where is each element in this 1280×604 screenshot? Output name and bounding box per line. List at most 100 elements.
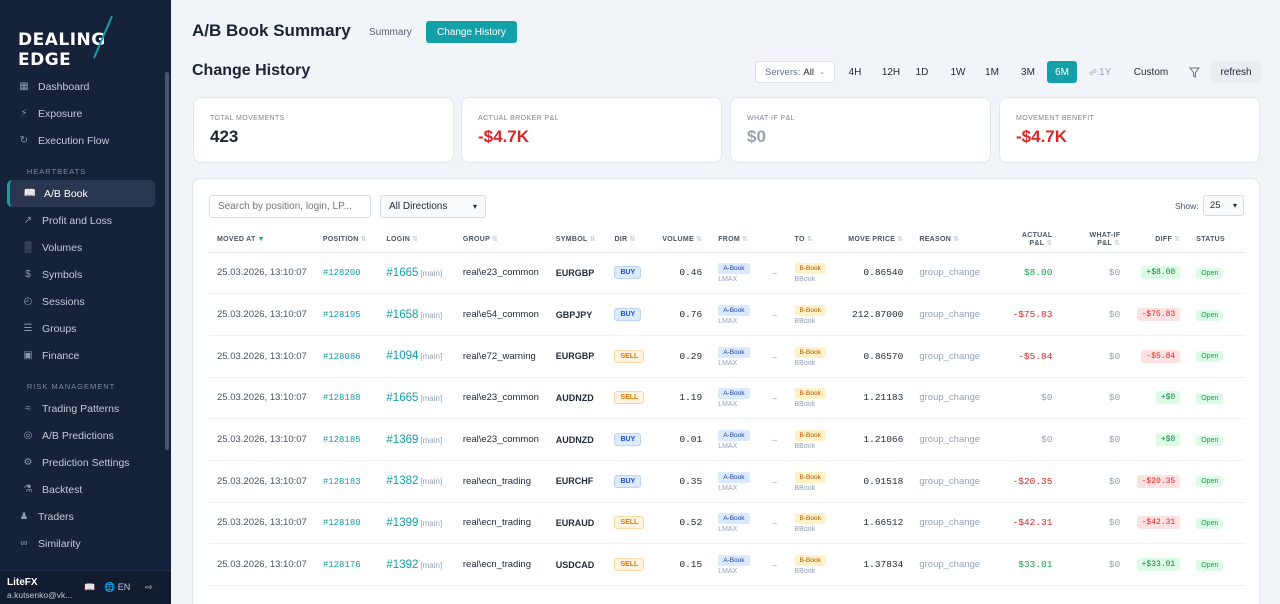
- column-header-position[interactable]: POSITION ⇅: [314, 227, 379, 253]
- column-header-login[interactable]: LOGIN ⇅: [378, 227, 455, 253]
- language-switch[interactable]: 🌐 EN: [104, 582, 130, 593]
- sidebar-item-trading-patterns[interactable]: ≈ Trading Patterns: [0, 395, 165, 422]
- table-row[interactable]: 25.03.2026, 13:10:07 #128176 #1392 [main] re…: [209, 543, 1245, 586]
- sidebar-item-groups[interactable]: ☰ Groups: [0, 315, 165, 342]
- column-header-to[interactable]: TO ⇅: [786, 227, 840, 253]
- range-4h[interactable]: 4H: [842, 61, 868, 83]
- range-12h[interactable]: 12H: [877, 61, 905, 83]
- direction-select[interactable]: All Directions ▾: [380, 195, 486, 218]
- range-label: 1W: [950, 66, 966, 78]
- reason-cell: group_change: [911, 335, 991, 378]
- page-size-select[interactable]: 25 ▾: [1203, 195, 1244, 216]
- filter-icon[interactable]: [1187, 61, 1201, 83]
- search-input[interactable]: [209, 195, 371, 218]
- table-row[interactable]: 25.03.2026, 13:10:07 #128086 #1094 [main] re…: [209, 335, 1245, 378]
- column-header-status[interactable]: STATUS: [1188, 227, 1245, 253]
- position-link[interactable]: #128195: [322, 310, 361, 321]
- sidebar-item-label: Dashboard: [38, 80, 90, 93]
- sidebar-item-similarity[interactable]: ∞ Similarity: [0, 530, 165, 557]
- column-header-symbol[interactable]: SYMBOL ⇅: [547, 227, 607, 253]
- sidebar-section-label[interactable]: ⌄ RISK MANAGEMENT: [0, 377, 165, 395]
- login-link[interactable]: #1382: [386, 475, 419, 488]
- range-1w[interactable]: 1W: [945, 61, 971, 83]
- login-link[interactable]: #1665: [386, 266, 419, 279]
- login-link[interactable]: #1369: [386, 433, 419, 446]
- login-link[interactable]: #1094: [386, 350, 419, 363]
- whatif-pnl-cell: $0: [1060, 543, 1129, 586]
- range-1y[interactable]: ☍ 1Y: [1086, 61, 1114, 83]
- diff-cell: +$33.01: [1128, 543, 1189, 586]
- range-1m[interactable]: 1M: [981, 61, 1003, 83]
- sort-icon: ⇅: [953, 236, 960, 244]
- column-header-move-price[interactable]: MOVE PRICE ⇅: [839, 227, 912, 253]
- sidebar-item-sessions[interactable]: ◴ Sessions: [0, 288, 165, 315]
- diff-badge: -$75.83: [1136, 308, 1181, 322]
- sidebar-item-execution-flow[interactable]: ↻ Execution Flow: [0, 127, 165, 154]
- position-link[interactable]: #128086: [322, 351, 361, 362]
- column-header-reason[interactable]: REASON ⇅: [911, 227, 991, 253]
- range-1d[interactable]: 1D: [911, 61, 933, 83]
- group-cell: real\ecn_trading: [454, 460, 548, 503]
- position-link[interactable]: #128183: [322, 476, 361, 487]
- actual-pnl-cell: $0: [991, 377, 1061, 420]
- sidebar-item-a-b-predictions[interactable]: ◎ A/B Predictions: [0, 422, 165, 449]
- docs-icon[interactable]: 📖: [84, 582, 96, 592]
- column-header-label: DIFF: [1155, 236, 1173, 244]
- sidebar-item-a-b-book[interactable]: 📖 A/B Book: [7, 180, 155, 207]
- table-row[interactable]: 25.03.2026, 13:10:07 #128183 #1382 [main] re…: [209, 460, 1245, 503]
- login-link[interactable]: #1399: [386, 516, 419, 529]
- column-header-group[interactable]: GROUP ⇅: [454, 227, 548, 253]
- sidebar-item-prediction-settings[interactable]: ⚙ Prediction Settings: [0, 449, 165, 476]
- position-link[interactable]: #128176: [322, 560, 361, 571]
- table-row[interactable]: 25.03.2026, 13:10:07 #128188 #1665 [main] re…: [209, 377, 1245, 420]
- login-link[interactable]: #1658: [386, 308, 419, 321]
- from-lp: LMAX: [718, 484, 738, 492]
- column-header-actual-p-l[interactable]: ACTUAL P&L ⇅: [991, 227, 1061, 253]
- login-link[interactable]: #1665: [386, 391, 419, 404]
- table-row[interactable]: 25.03.2026, 13:10:07 #128185 #1369 [main] re…: [209, 418, 1245, 461]
- position-link[interactable]: #128180: [322, 518, 361, 529]
- column-header-diff[interactable]: DIFF ⇅: [1128, 227, 1189, 253]
- column-header-from[interactable]: FROM ⇅: [710, 227, 787, 253]
- to-lp: BBook: [794, 318, 816, 326]
- range-3m[interactable]: 3M: [1016, 61, 1040, 83]
- refresh-button[interactable]: refresh: [1211, 61, 1261, 83]
- servers-dropdown[interactable]: Servers: All ⌄: [755, 61, 835, 83]
- sidebar-item-backtest[interactable]: ⚗ Backtest: [0, 476, 165, 503]
- sidebar-item-dashboard[interactable]: ▦ Dashboard: [0, 73, 165, 100]
- sidebar-section-label[interactable]: ⌄ HEARTBEATS: [0, 162, 165, 180]
- position-link[interactable]: #128200: [322, 268, 361, 279]
- column-header-moved-at[interactable]: MOVED AT ▼: [209, 227, 315, 253]
- position-link[interactable]: #128185: [322, 435, 361, 446]
- sidebar-item-volumes[interactable]: ▒ Volumes: [0, 234, 165, 261]
- brand-logo[interactable]: DEALINGEDGE: [18, 14, 158, 70]
- whatif-pnl-cell: $0: [1060, 252, 1129, 295]
- login-link[interactable]: #1392: [386, 558, 419, 571]
- column-header-what-if-p-l[interactable]: WHAT-IF P&L ⇅: [1060, 227, 1129, 253]
- chevron-down-icon: ▾: [472, 202, 477, 211]
- reason-cell: group_change: [911, 293, 991, 336]
- range-6m[interactable]: 6M: [1047, 61, 1077, 83]
- to-cell: B-Book BBook: [786, 543, 840, 586]
- sidebar-item-symbols[interactable]: $ Symbols: [0, 261, 165, 288]
- diff-cell: +$0: [1128, 377, 1189, 420]
- move-price-cell: 0.91518: [839, 460, 912, 503]
- table-row[interactable]: 25.03.2026, 13:10:07 #128180 #1399 [main] re…: [209, 502, 1245, 545]
- sidebar-item-profit-and-loss[interactable]: ↗ Profit and Loss: [0, 207, 165, 234]
- position-link[interactable]: #128188: [322, 393, 361, 404]
- column-header-label: ACTUAL P&L: [1021, 231, 1053, 247]
- range-custom[interactable]: Custom: [1123, 61, 1179, 83]
- sidebar-item-exposure[interactable]: ⚡ Exposure: [0, 100, 165, 127]
- table-row[interactable]: 25.03.2026, 13:10:07 #128200 #1665 [main] re…: [209, 252, 1245, 295]
- tab-summary[interactable]: Summary: [369, 26, 412, 38]
- column-header-volume[interactable]: VOLUME ⇅: [653, 227, 711, 253]
- tab-change-history[interactable]: Change History: [426, 21, 517, 43]
- sidebar-item-finance[interactable]: ▣ Finance: [0, 342, 165, 369]
- sidebar-item-traders[interactable]: ♟ Traders: [0, 503, 165, 530]
- sidebar-scrollbar[interactable]: [165, 72, 169, 450]
- table-row[interactable]: 25.03.2026, 13:10:07 #128195 #1658 [main] re…: [209, 293, 1245, 336]
- from-cell: A-Book LMAX →: [710, 502, 787, 545]
- logout-icon[interactable]: ⇨: [145, 582, 153, 592]
- diff-badge: +$33.01: [1136, 558, 1181, 572]
- column-header-dir[interactable]: DIR ⇅: [606, 227, 654, 253]
